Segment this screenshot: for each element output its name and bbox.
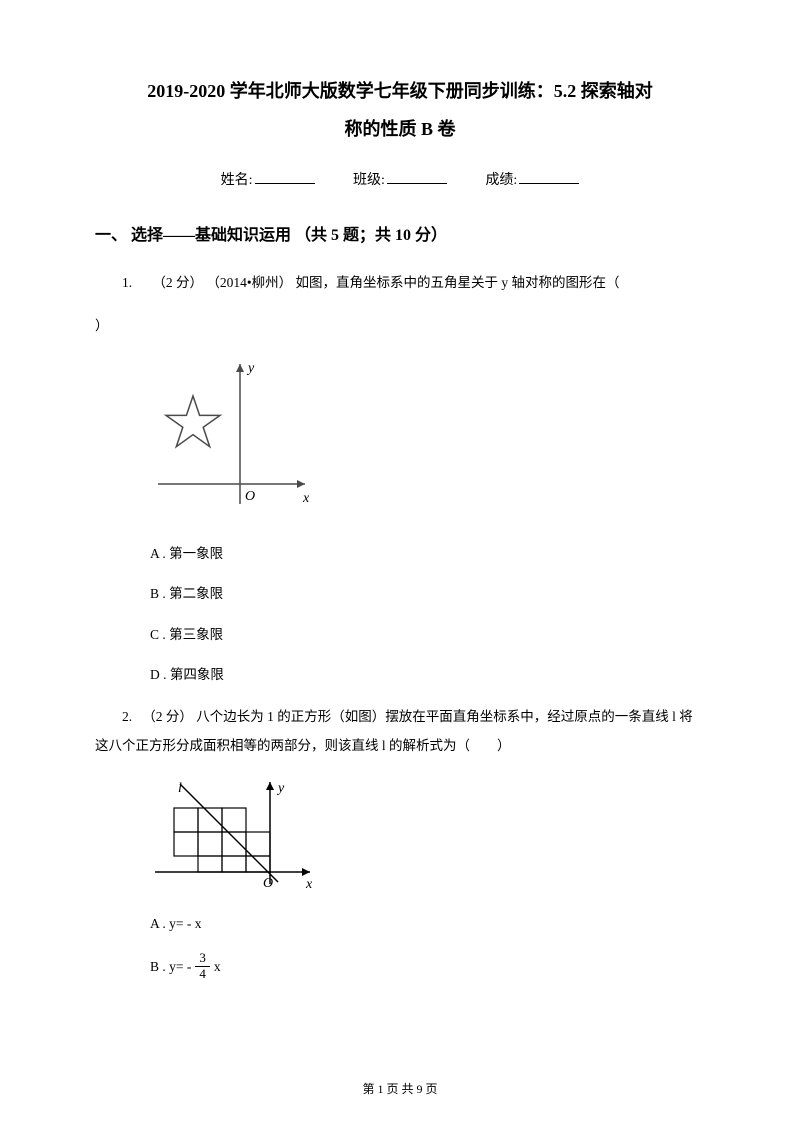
svg-text:O: O — [263, 876, 273, 891]
fraction-numerator: 3 — [195, 951, 210, 966]
q2-option-a: A . y= - x — [150, 912, 705, 936]
svg-text:x: x — [305, 877, 313, 892]
svg-text:x: x — [302, 491, 310, 506]
class-blank — [387, 183, 447, 184]
q2-points: （2 分） — [142, 709, 193, 724]
q2-option-b-fraction: 3 4 — [195, 951, 210, 981]
page-footer: 第 1 页 共 9 页 — [0, 1080, 800, 1097]
q2-option-b: B . y= - 3 4 x — [150, 952, 705, 982]
q1-text: 如图，直角坐标系中的五角星关于 y 轴对称的图形在（ — [295, 275, 619, 290]
q1-option-c: C . 第三象限 — [150, 623, 705, 647]
q1-option-a: A . 第一象限 — [150, 542, 705, 566]
q2-option-b-suffix: x — [214, 955, 221, 979]
question-2: 2. （2 分） 八个边长为 1 的正方形（如图）摆放在平面直角坐标系中，经过原… — [95, 703, 705, 760]
name-blank — [255, 183, 315, 184]
svg-text:y: y — [276, 781, 285, 796]
q1-option-b: B . 第二象限 — [150, 582, 705, 606]
q1-source: （2014•柳州） — [206, 275, 292, 290]
question-1: 1. （2 分） （2014•柳州） 如图，直角坐标系中的五角星关于 y 轴对称… — [95, 269, 705, 297]
q1-points: （2 分） — [152, 275, 203, 290]
class-label: 班级: — [353, 173, 385, 188]
figure-1: x y O — [150, 354, 705, 522]
section-1-header: 一、 选择——基础知识运用 （共 5 题；共 10 分） — [95, 221, 705, 245]
svg-text:O: O — [245, 489, 255, 504]
score-label: 成绩: — [485, 173, 517, 188]
figure-2: x y O l — [150, 774, 705, 892]
q2-option-b-prefix: B . y= - — [150, 955, 191, 979]
q1-option-d: D . 第四象限 — [150, 663, 705, 687]
student-info-line: 姓名: 班级: 成绩: — [95, 169, 705, 189]
q1-number: 1. — [122, 275, 132, 290]
page-title-line2: 称的性质 B 卷 — [95, 115, 705, 141]
q2-number: 2. — [122, 709, 132, 724]
question-1-close: ） — [95, 312, 705, 340]
name-label: 姓名: — [221, 173, 253, 188]
svg-text:y: y — [246, 361, 255, 376]
fraction-denominator: 4 — [195, 967, 210, 981]
page-title-line1: 2019-2020 学年北师大版数学七年级下册同步训练：5.2 探索轴对 — [95, 75, 705, 107]
svg-text:l: l — [178, 781, 182, 796]
score-blank — [519, 183, 579, 184]
